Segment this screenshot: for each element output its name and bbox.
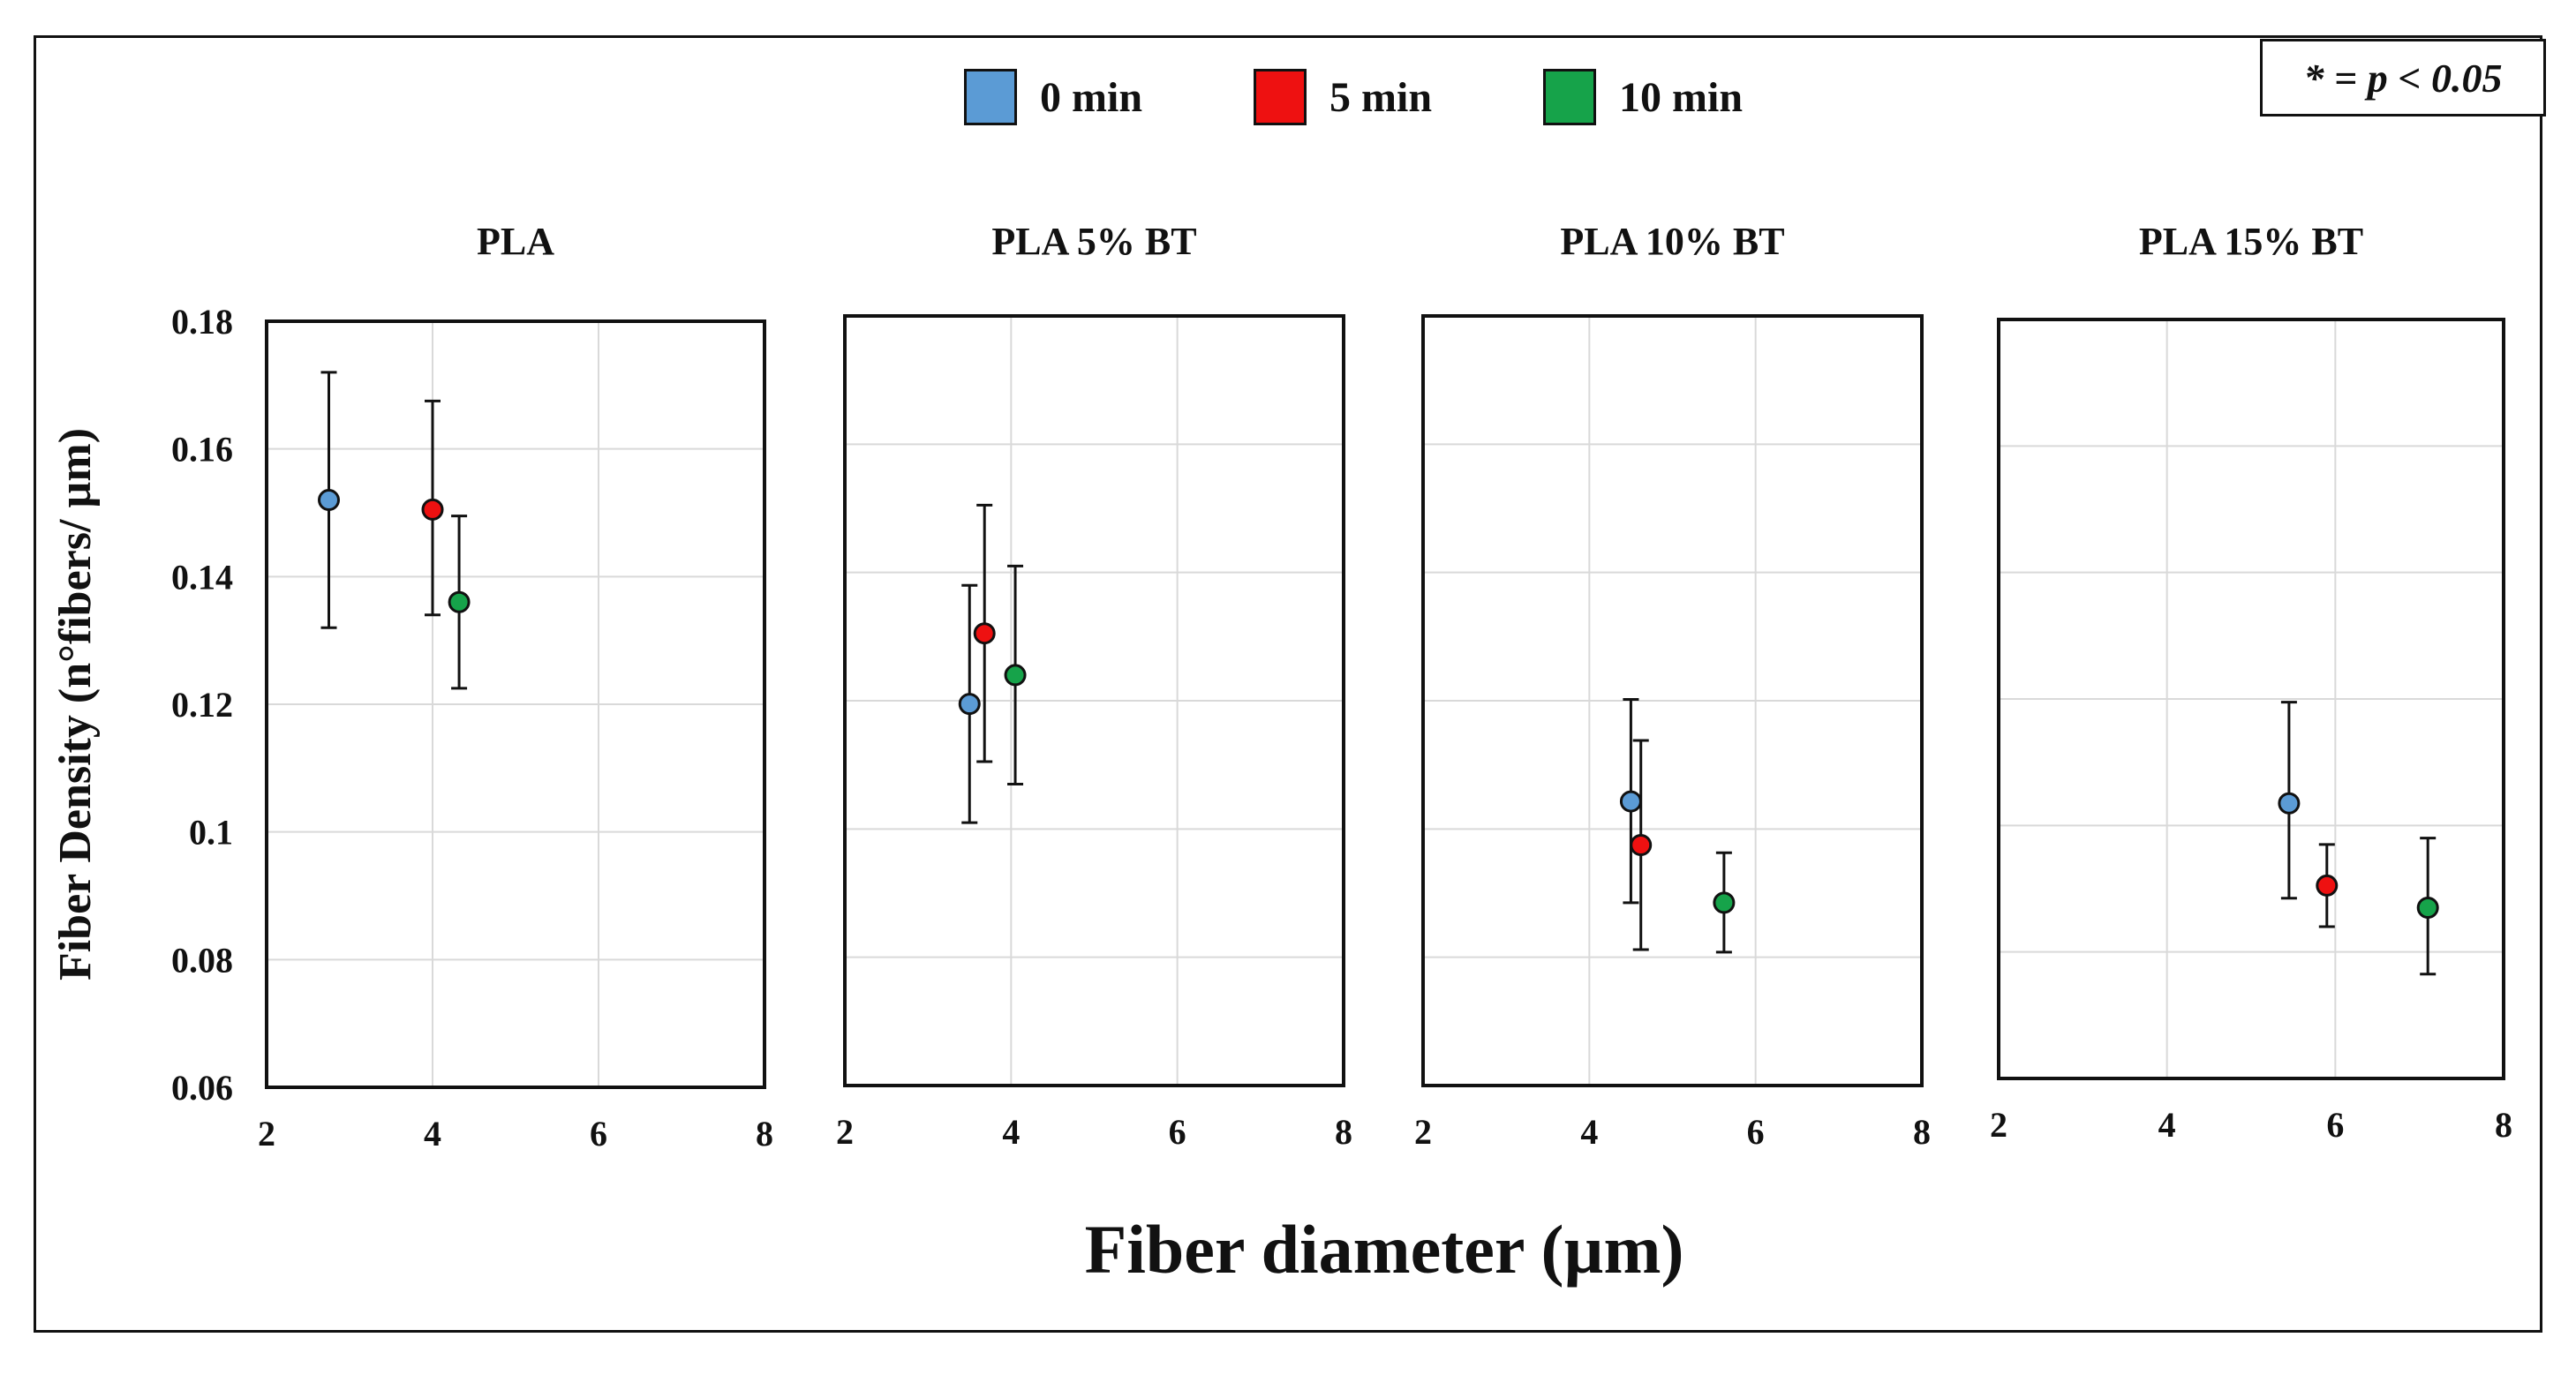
y-tick-label: 0.12 xyxy=(171,685,233,725)
y-tick-label: 0.16 xyxy=(171,430,233,470)
data-point xyxy=(421,498,444,521)
data-point xyxy=(1713,891,1736,914)
x-axis-title: Fiber diameter (µm) xyxy=(1085,1211,1684,1288)
significance-note: * = p < 0.05 xyxy=(2260,39,2546,116)
panel-border xyxy=(1421,314,1924,1087)
significance-note-text: * = p < 0.05 xyxy=(2303,55,2503,101)
x-tick-label: 6 xyxy=(1169,1112,1186,1152)
legend-item-0min: 0 min xyxy=(964,69,1142,125)
panel-border xyxy=(1997,318,2505,1080)
y-tick-label: 0.08 xyxy=(171,940,233,980)
legend-item-5min: 5 min xyxy=(1254,69,1432,125)
data-point xyxy=(1004,664,1027,687)
panel-title: PLA xyxy=(477,220,554,263)
legend-item-10min: 10 min xyxy=(1543,69,1743,125)
data-point xyxy=(973,622,996,645)
x-tick-label: 4 xyxy=(1580,1112,1598,1152)
x-tick-label: 8 xyxy=(2495,1105,2512,1145)
x-tick-label: 8 xyxy=(756,1114,773,1153)
panel-border xyxy=(843,314,1345,1087)
x-tick-label: 2 xyxy=(836,1112,854,1152)
legend-label-5min: 5 min xyxy=(1329,73,1433,121)
panel-title: PLA 5% BT xyxy=(991,220,1196,263)
legend-label-10min: 10 min xyxy=(1619,73,1744,121)
y-axis-title: Fiber Density (n°fibers/ µm) xyxy=(50,428,101,981)
y-tick-label: 0.18 xyxy=(171,302,233,342)
x-tick-label: 4 xyxy=(1002,1112,1020,1152)
data-point xyxy=(2316,874,2339,897)
panel-title: PLA 10% BT xyxy=(1560,220,1784,263)
data-point xyxy=(448,590,471,613)
x-tick-label: 8 xyxy=(1335,1112,1352,1152)
panel-title: PLA 15% BT xyxy=(2139,220,2363,263)
data-point xyxy=(958,693,981,716)
x-tick-label: 4 xyxy=(2158,1105,2176,1145)
data-point xyxy=(1630,834,1653,856)
data-point xyxy=(1619,790,1642,813)
x-tick-label: 4 xyxy=(424,1114,441,1153)
figure-frame xyxy=(34,35,2542,1333)
data-point xyxy=(2416,897,2439,919)
x-tick-label: 2 xyxy=(1990,1105,2007,1145)
x-tick-label: 6 xyxy=(590,1114,607,1153)
panel-border xyxy=(265,319,766,1089)
legend-label-0min: 0 min xyxy=(1040,73,1143,121)
data-point xyxy=(2278,792,2301,815)
x-tick-label: 8 xyxy=(1913,1112,1931,1152)
legend-swatch-5min xyxy=(1254,69,1307,125)
x-tick-label: 6 xyxy=(1747,1112,1765,1152)
legend-swatch-10min xyxy=(1543,69,1596,125)
x-tick-label: 2 xyxy=(1414,1112,1432,1152)
y-tick-label: 0.14 xyxy=(171,557,233,597)
y-tick-label: 0.1 xyxy=(189,813,233,853)
x-tick-label: 2 xyxy=(258,1114,275,1153)
legend-swatch-0min xyxy=(964,69,1017,125)
x-tick-label: 6 xyxy=(2326,1105,2344,1145)
data-point xyxy=(318,489,340,512)
legend: 0 min 5 min 10 min xyxy=(0,69,2576,139)
y-tick-label: 0.06 xyxy=(171,1068,233,1108)
